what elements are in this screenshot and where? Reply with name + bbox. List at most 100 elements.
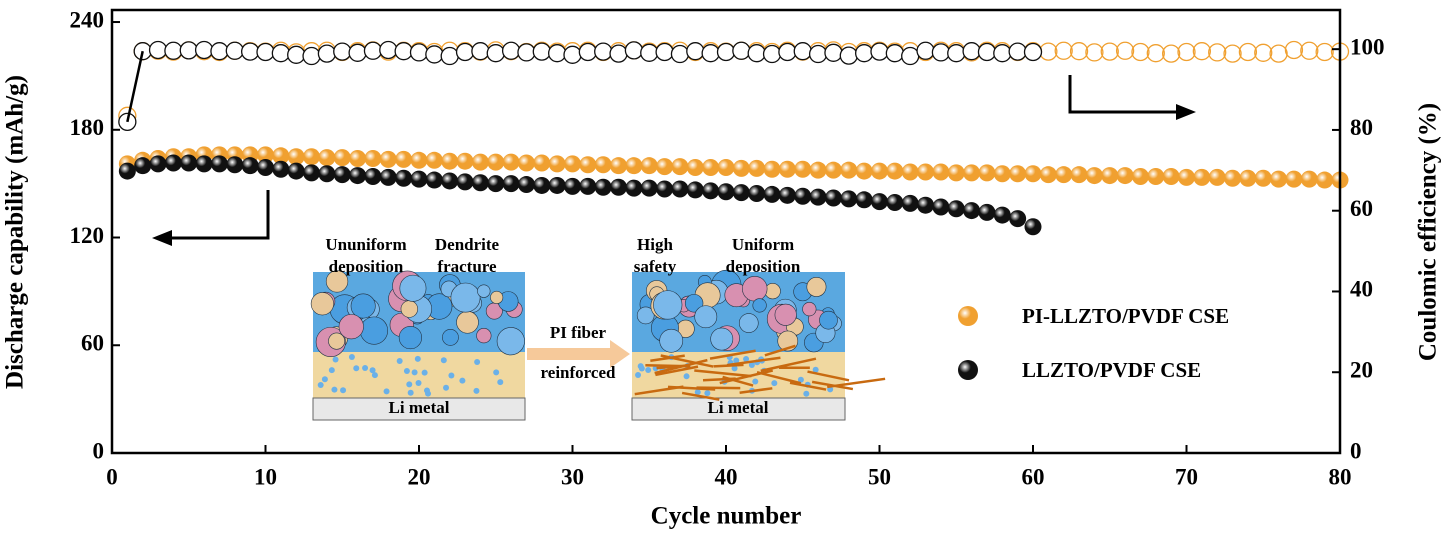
ce-point: [455, 42, 475, 62]
capacity-point: [1285, 170, 1303, 188]
ce-point: [824, 43, 843, 62]
y-tick-label: 180: [70, 115, 105, 140]
capacity-point: [640, 157, 658, 175]
capacity-point: [517, 154, 535, 172]
ce-point: [486, 44, 505, 63]
capacity-point: [456, 152, 474, 170]
ce-point: [609, 44, 628, 63]
li-ion: [407, 389, 414, 396]
y-tick-label: 0: [93, 438, 105, 463]
capacity-point: [257, 158, 274, 176]
capacity-point: [855, 162, 873, 180]
capacity-point: [502, 153, 520, 171]
capacity-point: [241, 157, 259, 175]
capacity-point: [748, 159, 766, 177]
y2-axis-label: Coulomic efficiency (%): [1415, 103, 1442, 361]
x-tick-label: 20: [408, 464, 431, 489]
capacity-point: [441, 152, 459, 170]
axis-arrow: [168, 190, 270, 240]
capacity-point: [425, 171, 443, 189]
ce-point: [1115, 41, 1135, 60]
capacity-point: [195, 155, 213, 173]
y2-tick-label: 80: [1350, 115, 1373, 140]
particle: [752, 298, 767, 313]
capacity-point: [625, 179, 643, 197]
capacity-point: [717, 183, 735, 201]
li-ion: [731, 365, 738, 372]
capacity-point: [1024, 165, 1042, 183]
li-ion: [443, 384, 450, 391]
capacity-point: [978, 203, 996, 221]
capacity-point: [671, 180, 689, 198]
capacity-point: [824, 189, 842, 207]
capacity-point: [947, 164, 965, 182]
ce-point: [931, 43, 951, 62]
particle: [477, 284, 491, 298]
capacity-point: [471, 174, 489, 192]
capacity-point: [1131, 167, 1149, 185]
particle: [490, 290, 504, 304]
annotation: deposition: [329, 257, 404, 276]
particle: [496, 327, 525, 356]
particle: [476, 328, 492, 344]
annotation: Ununiform: [325, 235, 406, 254]
ce-point: [640, 43, 659, 62]
capacity-point: [702, 182, 720, 200]
li-ion: [421, 369, 428, 376]
inset-diagram: [310, 269, 886, 421]
li-ion: [497, 379, 504, 386]
pi-fiber: [726, 356, 781, 367]
ce-point: [947, 44, 966, 63]
li-ion: [331, 386, 338, 393]
ce-point: [1208, 43, 1227, 62]
capacity-point: [778, 160, 796, 178]
annotation: PI fiber: [550, 323, 607, 342]
ce-point: [839, 46, 858, 65]
capacity-point: [794, 160, 812, 178]
pi-fiber: [694, 369, 752, 378]
particle: [802, 302, 817, 317]
pi-fiber: [713, 363, 744, 368]
capacity-point: [395, 169, 413, 187]
li-ion: [415, 380, 422, 387]
ce-point: [670, 44, 690, 64]
capacity-point: [871, 193, 888, 211]
x-tick-label: 80: [1329, 464, 1352, 489]
capacity-point: [702, 158, 720, 176]
ce-point: [1069, 42, 1089, 61]
li-ion: [459, 377, 466, 384]
particle: [450, 282, 481, 313]
capacity-point: [1300, 170, 1318, 188]
x-axis-label: Cycle number: [651, 503, 802, 530]
capacity-point: [364, 167, 382, 185]
capacity-point: [610, 157, 628, 175]
annotation: High: [637, 235, 673, 254]
capacity-point: [272, 160, 290, 178]
capacity-point: [610, 178, 628, 196]
capacity-point: [471, 153, 489, 171]
li-metal: [631, 397, 846, 421]
pi-fiber: [764, 344, 796, 357]
ce-point: [501, 41, 521, 60]
ce-point: [1085, 43, 1104, 62]
capacity-point: [1116, 167, 1134, 185]
capacity-point: [226, 156, 244, 174]
y-tick-label: 120: [70, 223, 105, 248]
ce-point: [179, 41, 198, 60]
particle: [456, 310, 479, 334]
capacity-point: [656, 158, 674, 176]
x-tick-label: 70: [1175, 464, 1198, 489]
capacity-point: [594, 156, 612, 174]
ce-point: [1146, 44, 1165, 63]
capacity-point: [564, 155, 581, 173]
capacity-point: [548, 155, 566, 173]
particle: [399, 274, 427, 302]
ce-point: [1162, 44, 1181, 63]
li-ion: [652, 365, 659, 372]
ce-point: [1100, 42, 1119, 61]
annotation: Li metal: [389, 398, 450, 417]
capacity-point: [1009, 165, 1027, 183]
capacity-point: [901, 194, 919, 212]
particle: [398, 325, 423, 350]
capacity-point: [1193, 168, 1211, 186]
